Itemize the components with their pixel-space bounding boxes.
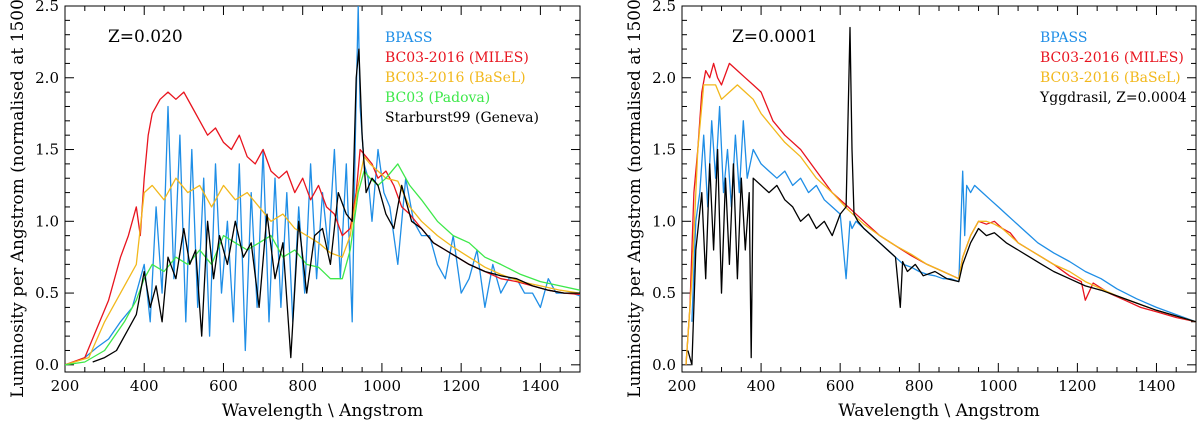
legend-entry: BC03 (Padova) [385,90,490,106]
y-tick-label: 0.0 [35,356,59,374]
legend-entry: BC03-2016 (BaSeL) [385,70,526,86]
y-tick-label: 1.5 [652,141,676,159]
x-tick-label: 1400 [521,377,559,395]
chart-panel-z0020: 200 400 600 800 1000 1200 1400 0.0 0.5 1.0 1.5 2.0 2… [8,0,581,421]
metallicity-annotation: Z=0.0001 [732,27,818,47]
legend-entry: BPASS [385,30,432,46]
x-tick-label: 800 [905,377,934,395]
series-line-0 [691,105,1196,323]
series-line-2 [685,84,1196,365]
x-tick-label: 600 [209,377,238,395]
legend-entry: BC03-2016 (MILES) [1040,50,1184,66]
series-line-0 [84,6,580,359]
y-tick-label: 0.5 [652,284,676,302]
y-tick-label: 2.5 [35,0,59,15]
x-tick-label: 1000 [363,377,401,395]
x-tick-label: 200 [51,377,80,395]
series-line-4 [92,48,580,363]
legend-entry: BPASS [1040,30,1087,46]
y-tick-label: 0.5 [35,284,59,302]
chart-panel-z00001: 200 400 600 800 1000 1200 1400 0.0 0.5 1.0 1.5 2.0 2… [625,0,1197,421]
y-axis-label: Luminosity per Angstrom (normalised at 1… [625,0,645,398]
x-axis-label: Wavelength \ Angstrom [838,401,1040,421]
x-tick-label: 1000 [979,377,1017,395]
legend-entry: BC03-2016 (BaSeL) [1040,70,1181,86]
metallicity-annotation: Z=0.020 [108,27,183,47]
y-axis-label: Luminosity per Angstrom (normalised at 1… [8,0,28,398]
y-tick-label: 0.0 [652,356,676,374]
y-tick-label: 2.5 [652,0,676,15]
y-tick-label: 2.0 [652,69,676,87]
x-tick-label: 1200 [442,377,480,395]
x-tick-label: 400 [130,377,159,395]
series-line-1 [685,62,1196,365]
x-tick-label: 1400 [1137,377,1175,395]
x-tick-label: 200 [668,377,697,395]
x-tick-label: 600 [826,377,855,395]
series-line-3 [687,26,1196,366]
x-tick-label: 400 [747,377,776,395]
legend-entry: Yggdrasil, Z=0.0004 [1039,90,1187,106]
y-tick-label: 1.0 [35,212,59,230]
y-tick-label: 2.0 [35,69,59,87]
y-tick-label: 1.5 [35,141,59,159]
x-axis-label: Wavelength \ Angstrom [222,401,424,421]
x-tick-label: 800 [288,377,317,395]
series-line-2 [65,156,580,366]
series-line-3 [65,163,580,366]
y-tick-label: 1.0 [652,212,676,230]
x-tick-label: 1200 [1058,377,1096,395]
legend-entry: BC03-2016 (MILES) [385,50,529,66]
legend-entry: Starburst99 (Geneva) [385,110,539,126]
